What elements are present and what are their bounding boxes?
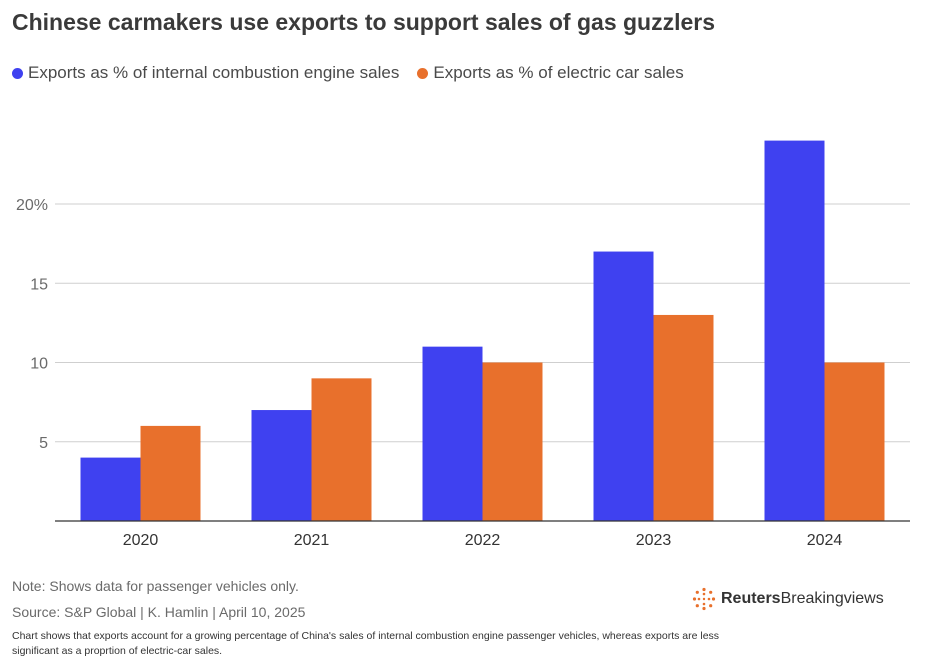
bar-ice-2022 xyxy=(422,346,483,521)
brand-sub: Breakingviews xyxy=(780,590,884,607)
chart-description: Chart shows that exports account for a g… xyxy=(12,630,720,657)
footnote: Note: Shows data for passenger vehicles … xyxy=(12,578,299,594)
y-tick-label-20: 20% xyxy=(16,197,48,214)
brand-logo-block: Reuters Breakingviews xyxy=(692,587,884,611)
bar-ice-2021 xyxy=(251,410,312,521)
bar-ev-2024 xyxy=(824,362,885,521)
bar-ev-2020 xyxy=(140,425,201,521)
y-tick-label-15: 15 xyxy=(30,276,48,293)
legend-swatch-ice xyxy=(12,67,23,79)
bar-chart: 5 10 15 20% 2020 2021 2022 2023 2024 xyxy=(16,140,910,549)
y-tick-label-10: 10 xyxy=(30,356,48,373)
x-tick-label-2020: 2020 xyxy=(123,532,159,549)
source-line: Source: S&P Global | K. Hamlin | April 1… xyxy=(12,604,306,620)
x-tick-label-2024: 2024 xyxy=(807,532,843,549)
legend-swatch-ev xyxy=(417,67,429,79)
bar-ev-2021 xyxy=(311,378,372,521)
y-tick-label-5: 5 xyxy=(39,435,48,452)
chart-title: Chinese carmakers use exports to support… xyxy=(12,9,716,35)
legend-label-ice: Exports as % of internal combustion engi… xyxy=(28,63,400,82)
x-tick-label-2023: 2023 xyxy=(636,532,672,549)
reuters-logo-icon xyxy=(692,587,716,611)
bar-ice-2020 xyxy=(80,457,141,521)
legend-item-ev: Exports as % of electric car sales xyxy=(417,63,684,83)
legend-item-ice: Exports as % of internal combustion engi… xyxy=(12,63,399,83)
x-tick-label-2022: 2022 xyxy=(465,532,501,549)
bar-ev-2022 xyxy=(482,362,543,521)
bar-ev-2023 xyxy=(653,314,714,521)
legend-label-ev: Exports as % of electric car sales xyxy=(433,63,684,82)
x-tick-label-2021: 2021 xyxy=(294,532,330,549)
bar-ice-2023 xyxy=(593,251,654,522)
legend: Exports as % of internal combustion engi… xyxy=(12,63,684,83)
brand-name: Reuters xyxy=(721,590,781,607)
bar-ice-2024 xyxy=(764,140,825,521)
